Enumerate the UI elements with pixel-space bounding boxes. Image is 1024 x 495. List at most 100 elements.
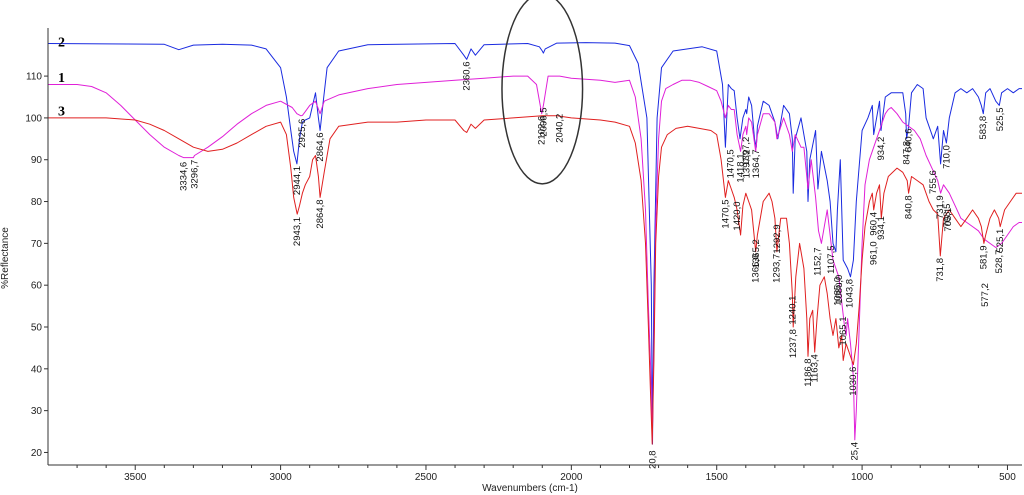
peak-annotation: 2360,6: [462, 62, 473, 91]
peak-annotation: 1420,0: [732, 202, 743, 231]
peak-label: 705,1: [943, 208, 954, 232]
peak-label: 20,8: [648, 450, 659, 469]
peak-annotation: 1065,1: [838, 317, 849, 346]
peak-label: 961,0: [868, 241, 879, 265]
peak-label: 1030,6: [848, 367, 859, 396]
peak-annotation: 577,2: [980, 283, 991, 307]
peak-annotation: 1152,7: [813, 248, 824, 276]
peak-annotation: 583,8: [978, 116, 989, 140]
x-tick-label: 3500: [124, 472, 147, 483]
series-line-1: [48, 75, 1022, 441]
peak-annotation: 1163,4: [810, 354, 821, 382]
peak-label: 528,7: [994, 250, 1005, 274]
peak-label: 840,8: [903, 195, 914, 219]
peak-label: 1237,8: [788, 329, 799, 358]
peak-label: 708,5: [942, 204, 953, 228]
peak-label: 1365,2: [751, 239, 762, 268]
peak-label: 3334,6: [178, 162, 189, 191]
peak-annotation: 3334,6: [178, 162, 189, 191]
peak-label: 2925,6: [297, 119, 308, 148]
peak-annotation: 1085,0: [832, 277, 843, 306]
peak-annotation: 1470,5: [726, 149, 737, 178]
peak-label: 1043,8: [844, 279, 855, 308]
y-tick-label: 30: [31, 406, 43, 417]
axes-layer: 3500 3000 2500 2000 1500 1000 5002030405060708…: [25, 28, 1022, 483]
peak-label: 1470,5: [720, 200, 731, 229]
peak-annotation: 3296,7: [189, 160, 200, 189]
peak-annotation: 731,8: [935, 258, 946, 282]
x-tick-label: 1000: [851, 472, 874, 483]
peak-label: 731,8: [935, 258, 946, 282]
peak-label: 1418,1: [736, 154, 747, 183]
peak-annotation: 1030,6: [848, 367, 859, 396]
peak-annotation: 1240,1: [787, 296, 798, 325]
peak-annotation: 960,4: [869, 212, 880, 236]
peak-label: 2864,6: [315, 133, 326, 162]
peak-annotation: 710,0: [941, 145, 952, 169]
peak-annotation: 1043,8: [844, 279, 855, 308]
highlight-ellipse-layer: [501, 0, 584, 185]
x-tick-label: 2500: [415, 472, 438, 483]
peak-label: 525,5: [995, 108, 1006, 132]
peak-label: 2943,1: [292, 217, 303, 246]
peak-annotation: 25,4: [850, 442, 861, 461]
peak-annotation: 2040,2: [555, 114, 566, 143]
peak-label: 577,2: [980, 283, 991, 307]
peak-annotation: 1107,5: [826, 246, 837, 274]
peak-annotation: 1080,0: [834, 275, 845, 304]
y-tick-label: 70: [31, 239, 43, 250]
peak-annotation: 1365,2: [751, 239, 762, 268]
x-tick-label: 500: [999, 472, 1016, 483]
peak-annotation: 2944,1: [292, 166, 303, 195]
peak-label: 1186,8: [803, 358, 814, 386]
y-tick-label: 40: [31, 364, 43, 375]
y-tick-label: 110: [26, 72, 42, 83]
peak-label: 2102,6: [537, 116, 548, 145]
peak-label: 1080,0: [834, 275, 845, 304]
peak-annotation: 525,5: [995, 108, 1006, 132]
y-axis-title: %Reflectance: [0, 227, 11, 289]
peak-label: 1292,9: [772, 225, 783, 254]
peak-annotation: 528,7: [994, 250, 1005, 274]
peak-annotation: 1364,7: [751, 149, 762, 178]
peak-label: 525,1: [995, 229, 1006, 253]
peak-annotation: 755,6: [928, 170, 939, 194]
series-line-3: [48, 115, 1022, 445]
peak-annotation: 708,5: [942, 204, 953, 228]
peak-label: 583,8: [978, 116, 989, 140]
peak-label: 1366,0: [751, 254, 762, 283]
peak-label: 1397,2: [741, 137, 752, 166]
peak-annotation: 1237,8: [788, 329, 799, 358]
peak-annotation: 1470,5: [720, 200, 731, 229]
peak-label: 847,8: [901, 141, 912, 165]
peak-annotation: 525,1: [995, 229, 1006, 253]
peak-annotation: 731,9: [935, 195, 946, 219]
peak-annotations: 3334,6 3296,7 2944,1 2925,6 2864,6 2943,1 2864…: [178, 62, 1006, 469]
y-tick-label: 100: [25, 113, 42, 124]
peak-label: 1364,7: [751, 149, 762, 178]
peak-label: 1163,4: [810, 354, 821, 382]
peak-annotation: 581,9: [979, 246, 990, 270]
peak-label: 1293,7: [772, 254, 783, 283]
peak-annotation: 20,8: [648, 450, 659, 469]
peak-label: 3296,7: [189, 160, 200, 189]
peak-annotation: 2102,6: [537, 116, 548, 145]
peak-annotation: 1293,7: [772, 254, 783, 283]
peak-label: 25,4: [850, 442, 861, 461]
peak-label: 934,1: [876, 216, 887, 240]
peak-annotation: 2864,8: [315, 200, 326, 229]
peak-label: 731,9: [935, 195, 946, 219]
peak-annotation: 2864,6: [315, 133, 326, 162]
peak-annotation: 2096,5: [538, 108, 549, 137]
highlight-ellipse: [501, 0, 584, 185]
y-tick-label: 20: [31, 448, 43, 459]
peak-label: 960,4: [869, 212, 880, 236]
peak-label: 934,2: [876, 137, 887, 161]
peak-annotation: 840,8: [903, 195, 914, 219]
x-tick-label: 2000: [560, 472, 583, 483]
peak-label: 2096,5: [538, 108, 549, 137]
series-label-3: 3: [58, 105, 65, 120]
peak-annotation: 934,2: [876, 137, 887, 161]
y-tick-label: 90: [31, 155, 43, 166]
